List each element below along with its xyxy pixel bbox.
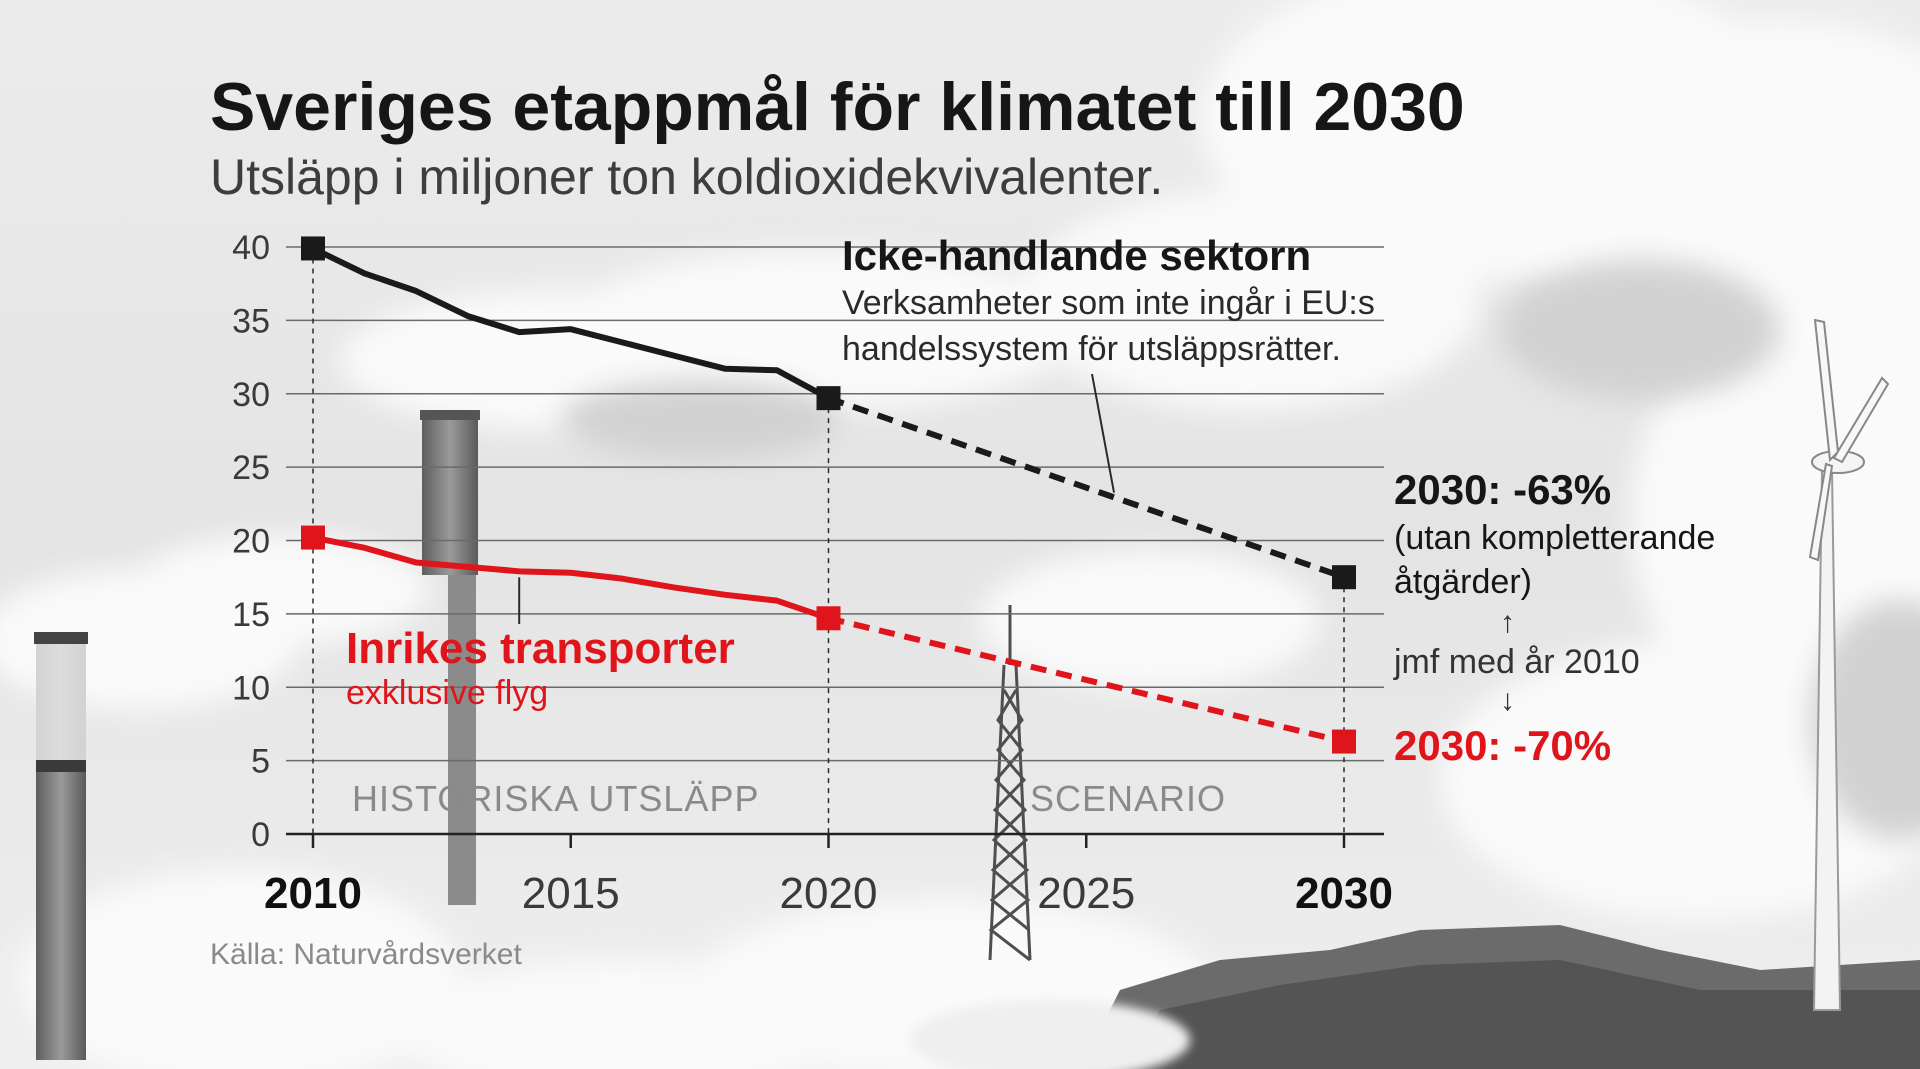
chimney-middle bbox=[420, 410, 480, 905]
series-name-icke-handlande: Icke-handlande sektorn bbox=[842, 232, 1312, 279]
marker-1-2010 bbox=[301, 525, 325, 550]
arrow-down-icon: ↓ bbox=[1500, 684, 1515, 717]
x-tick-label-2010: 2010 bbox=[264, 869, 362, 918]
x-tick-label-2020: 2020 bbox=[780, 869, 878, 918]
marker-0-2010 bbox=[301, 236, 325, 261]
x-tick-label-2015: 2015 bbox=[522, 869, 620, 918]
source-note: Källa: Naturvårdsverket bbox=[210, 938, 522, 971]
radio-mast bbox=[988, 605, 1032, 962]
y-tick-label: 40 bbox=[232, 229, 270, 267]
chimney-left bbox=[34, 632, 88, 1060]
target-label-icke-handlande: 2030: -63% bbox=[1394, 466, 1612, 513]
series-lines bbox=[310, 245, 1345, 745]
hill bbox=[910, 925, 1920, 1069]
axes bbox=[286, 832, 1384, 848]
chart-title: Sveriges etappmål för klimatet till 2030 bbox=[210, 69, 1465, 145]
target-label-inrikes-transporter: 2030: -70% bbox=[1394, 722, 1612, 769]
arrow-up-icon: ↑ bbox=[1500, 606, 1515, 639]
y-tick-label: 0 bbox=[251, 816, 270, 854]
target-note-icke-handlande: (utan kompletterande åtgärder) bbox=[1394, 519, 1716, 601]
marker-0-2020 bbox=[816, 386, 841, 411]
connector-icke-handlande bbox=[1091, 373, 1116, 493]
chart-subtitle: Utsläpp i miljoner ton koldioxidekvivale… bbox=[210, 149, 1164, 205]
series-line-historical-0 bbox=[310, 245, 832, 402]
y-tick-label: 5 bbox=[251, 743, 270, 781]
y-tick-label: 10 bbox=[232, 669, 270, 707]
y-tick-label: 20 bbox=[232, 523, 270, 561]
scenario-period-label: SCENARIO bbox=[1030, 778, 1227, 819]
marker-0-2030 bbox=[1332, 565, 1356, 590]
series-markers bbox=[301, 236, 1356, 754]
series-name-inrikes-transporter: Inrikes transporter bbox=[346, 624, 735, 673]
x-tick-label-2030: 2030 bbox=[1295, 869, 1393, 918]
marker-1-2030 bbox=[1332, 729, 1356, 754]
label-connectors bbox=[518, 373, 1116, 624]
compare-label: jmf med år 2010 bbox=[1394, 643, 1640, 681]
series-line-scenario-0 bbox=[827, 395, 1345, 581]
y-tick-label: 25 bbox=[232, 449, 270, 487]
grey-cloud-shadows bbox=[560, 260, 1920, 840]
series-description-inrikes-transporter: exklusive flyg bbox=[346, 674, 549, 712]
y-tick-label: 35 bbox=[232, 302, 270, 340]
series-line-scenario-1 bbox=[827, 615, 1345, 745]
wind-turbine bbox=[1808, 318, 1890, 1011]
series-line-historical-1 bbox=[310, 534, 832, 622]
marker-1-2020 bbox=[816, 606, 841, 631]
y-tick-label: 15 bbox=[232, 596, 270, 634]
x-tick-label-2025: 2025 bbox=[1037, 869, 1135, 918]
series-description-icke-handlande: Verksamheter som inte ingår i EU:s hande… bbox=[842, 284, 1375, 368]
historical-period-label: HISTORISKA UTSLÄPP bbox=[352, 778, 760, 819]
y-tick-label: 30 bbox=[232, 376, 270, 414]
